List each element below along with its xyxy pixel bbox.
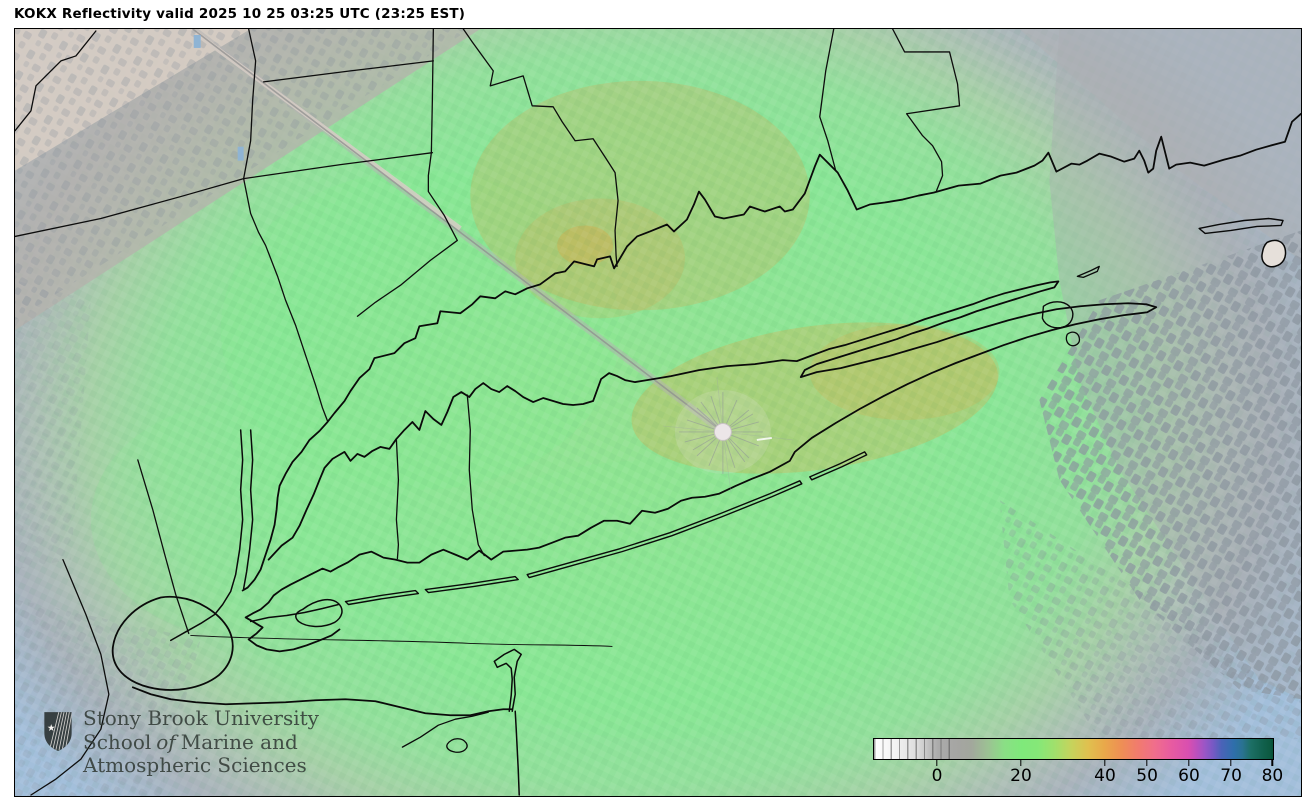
colorbar-tick-label: 80 [1261,766,1284,786]
sbu-logo: ★ Stony Brook University School of Marine … [42,706,319,778]
navesink-shore [401,711,489,753]
block-island [1261,239,1287,268]
sbu-wordmark: Stony Brook University School of Marine an… [83,706,319,778]
sbu-shield-icon: ★ [44,712,72,751]
housatonic-county-line [462,29,619,268]
queens-nassau-line [395,439,400,560]
figure-title: KOKX Reflectivity valid 2025 10 25 03:25… [14,6,466,22]
sbu-line3: Atmospheric Sciences [83,753,307,777]
county-line [242,152,433,180]
new-haven-county-line [819,29,837,172]
shield-star: ★ [47,723,55,734]
barrier-island-jones-beach [424,575,519,594]
radar-site-marker [662,377,793,492]
reflectivity-colorbar: 0 20 40 50 60 70 80 [873,738,1283,786]
radar-artifact [756,436,772,441]
barrier-island-fire-island [526,480,803,579]
jamaica-bay [249,598,343,628]
boundary-layer [15,29,961,796]
radar-map-canvas [15,29,1301,796]
sea-clutter-stipple [1039,230,1301,700]
barrier-island-east [809,451,868,481]
colorbar-tick [1230,760,1232,766]
ny-nj-state-line [15,30,97,132]
radar-map [14,28,1302,797]
ny-ct-state-line [356,29,458,317]
colorbar-tick-label: 70 [1220,766,1242,786]
westchester-county-line [242,29,329,422]
gardiners-island [1065,331,1081,347]
colorbar-tick-label: 20 [1010,766,1032,786]
beam-blockage-streak [190,29,726,435]
hudson-river-west-bank [170,429,244,642]
radar-site-dot [713,422,732,441]
fishers-island [1198,217,1284,235]
staten-island-outline [111,595,234,691]
connecticut-coastline [241,112,1301,592]
county-line [262,60,434,83]
long-island-coastline [244,280,1158,653]
raritan-bayshore [131,686,514,717]
sandy-hook-spit [493,648,522,796]
colorbar-discrete-stripes [874,739,950,759]
sbu-line1: Stony Brook University [83,706,319,730]
county-line [15,177,245,238]
harbor-state-line [190,634,613,647]
barrier-island-long-beach [344,589,420,606]
colorbar-tick [1020,760,1022,766]
plum-island [1076,265,1100,279]
colorbar-tick [936,760,938,766]
colorbar-tick-label: 60 [1178,766,1200,786]
nj-county-line [137,459,190,635]
nassau-suffolk-line [466,394,485,557]
hudson-river-east-bank [242,429,254,590]
colorbar-gradient [873,738,1274,760]
shelter-island [1041,301,1074,329]
sbu-line2: School of Marine and [83,729,298,754]
colorbar-tick-label: 50 [1136,766,1158,786]
colorbar-tick-label: 40 [1094,766,1116,786]
colorbar-tick-label: 0 [931,766,943,786]
colorbar-tick [1188,760,1190,766]
colorbar-tick [1271,760,1274,766]
clutter-gray-layer [15,29,1301,796]
colorbar-tick [1146,760,1148,766]
colorbar-tick [1104,760,1106,766]
nj-county-line [30,558,110,796]
coastline-layer [111,112,1301,796]
new-london-county-line [891,29,961,192]
